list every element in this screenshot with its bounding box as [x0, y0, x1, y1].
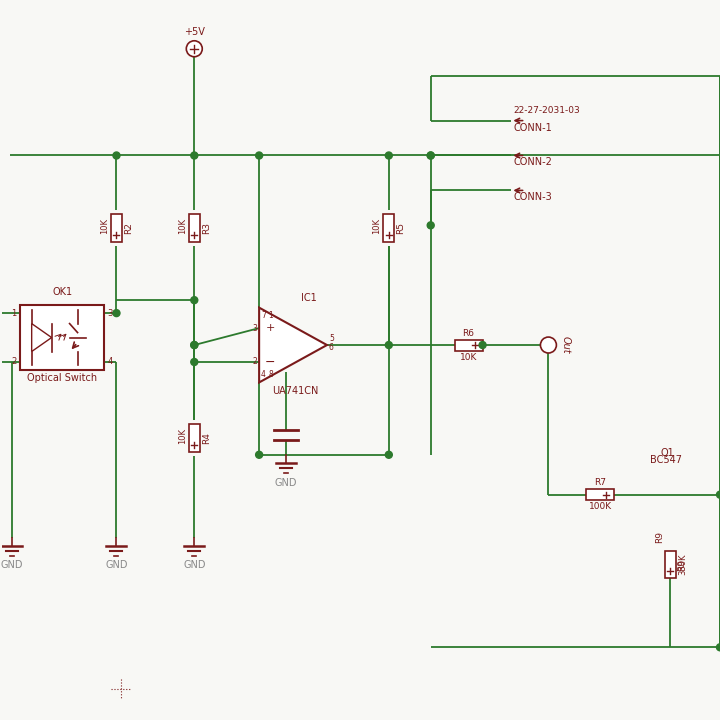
Text: 330K: 330K: [678, 554, 687, 575]
Text: 8: 8: [268, 371, 273, 379]
Text: R2: R2: [124, 222, 133, 234]
Bar: [19, 305, 104, 370]
Text: 2: 2: [253, 358, 257, 366]
Text: 100K: 100K: [589, 502, 612, 511]
Text: 6: 6: [329, 343, 334, 351]
Circle shape: [479, 341, 486, 348]
Text: GND: GND: [275, 477, 297, 487]
Text: CONN-1: CONN-1: [513, 122, 552, 132]
Text: 4: 4: [107, 358, 113, 366]
Polygon shape: [259, 307, 327, 382]
Text: 7: 7: [261, 310, 266, 320]
Text: 4: 4: [261, 371, 266, 379]
Text: 5: 5: [329, 333, 334, 343]
Bar: [586, 489, 614, 500]
Bar: [665, 551, 675, 578]
Text: IC1: IC1: [301, 292, 317, 302]
Text: GND: GND: [105, 559, 127, 570]
Bar: [383, 215, 395, 243]
Text: R7: R7: [594, 478, 606, 487]
Text: R5: R5: [396, 222, 405, 234]
Circle shape: [186, 41, 202, 57]
Circle shape: [256, 451, 263, 458]
Circle shape: [427, 152, 434, 159]
Text: 3: 3: [107, 309, 113, 318]
Text: BC547: BC547: [650, 455, 682, 464]
Bar: [189, 215, 199, 243]
Circle shape: [191, 297, 198, 304]
Circle shape: [716, 644, 720, 651]
Text: Out: Out: [560, 336, 570, 354]
Text: 1: 1: [268, 310, 273, 320]
Circle shape: [113, 310, 120, 317]
Circle shape: [541, 337, 557, 353]
Text: 10K: 10K: [372, 218, 382, 234]
Text: 3: 3: [252, 323, 257, 333]
Circle shape: [427, 152, 434, 159]
Text: R4: R4: [202, 432, 211, 444]
Circle shape: [191, 152, 198, 159]
Text: CONN-3: CONN-3: [513, 192, 552, 202]
Text: Q1: Q1: [660, 448, 674, 458]
Bar: [189, 424, 199, 451]
Circle shape: [385, 152, 392, 159]
Circle shape: [385, 341, 392, 348]
Text: 10K: 10K: [178, 218, 186, 234]
Circle shape: [191, 359, 198, 366]
Polygon shape: [32, 323, 52, 351]
Text: −: −: [265, 356, 275, 369]
Bar: [454, 340, 482, 351]
Circle shape: [113, 152, 120, 159]
Circle shape: [716, 491, 720, 498]
Circle shape: [256, 152, 263, 159]
Bar: [111, 215, 122, 243]
Text: +: +: [266, 323, 275, 333]
Text: CONN-2: CONN-2: [513, 158, 552, 168]
Text: R9: R9: [678, 559, 687, 570]
Text: 22-27-2031-03: 22-27-2031-03: [513, 106, 580, 114]
Text: R3: R3: [202, 222, 211, 234]
Text: 10K: 10K: [460, 353, 477, 361]
Text: UA741CN: UA741CN: [272, 387, 318, 397]
Text: 10K: 10K: [178, 428, 186, 444]
Text: 10K: 10K: [100, 218, 109, 234]
Text: GND: GND: [183, 559, 205, 570]
Circle shape: [385, 451, 392, 458]
Text: 1: 1: [12, 309, 17, 318]
Text: GND: GND: [1, 559, 23, 570]
Circle shape: [427, 222, 434, 229]
Circle shape: [191, 341, 198, 348]
Text: OK1: OK1: [52, 287, 72, 297]
Text: R9: R9: [655, 531, 664, 543]
Circle shape: [191, 341, 198, 348]
Text: R6: R6: [463, 328, 474, 338]
Text: +5V: +5V: [184, 27, 204, 37]
Text: Optical Switch: Optical Switch: [27, 373, 97, 383]
Text: 2: 2: [12, 358, 17, 366]
